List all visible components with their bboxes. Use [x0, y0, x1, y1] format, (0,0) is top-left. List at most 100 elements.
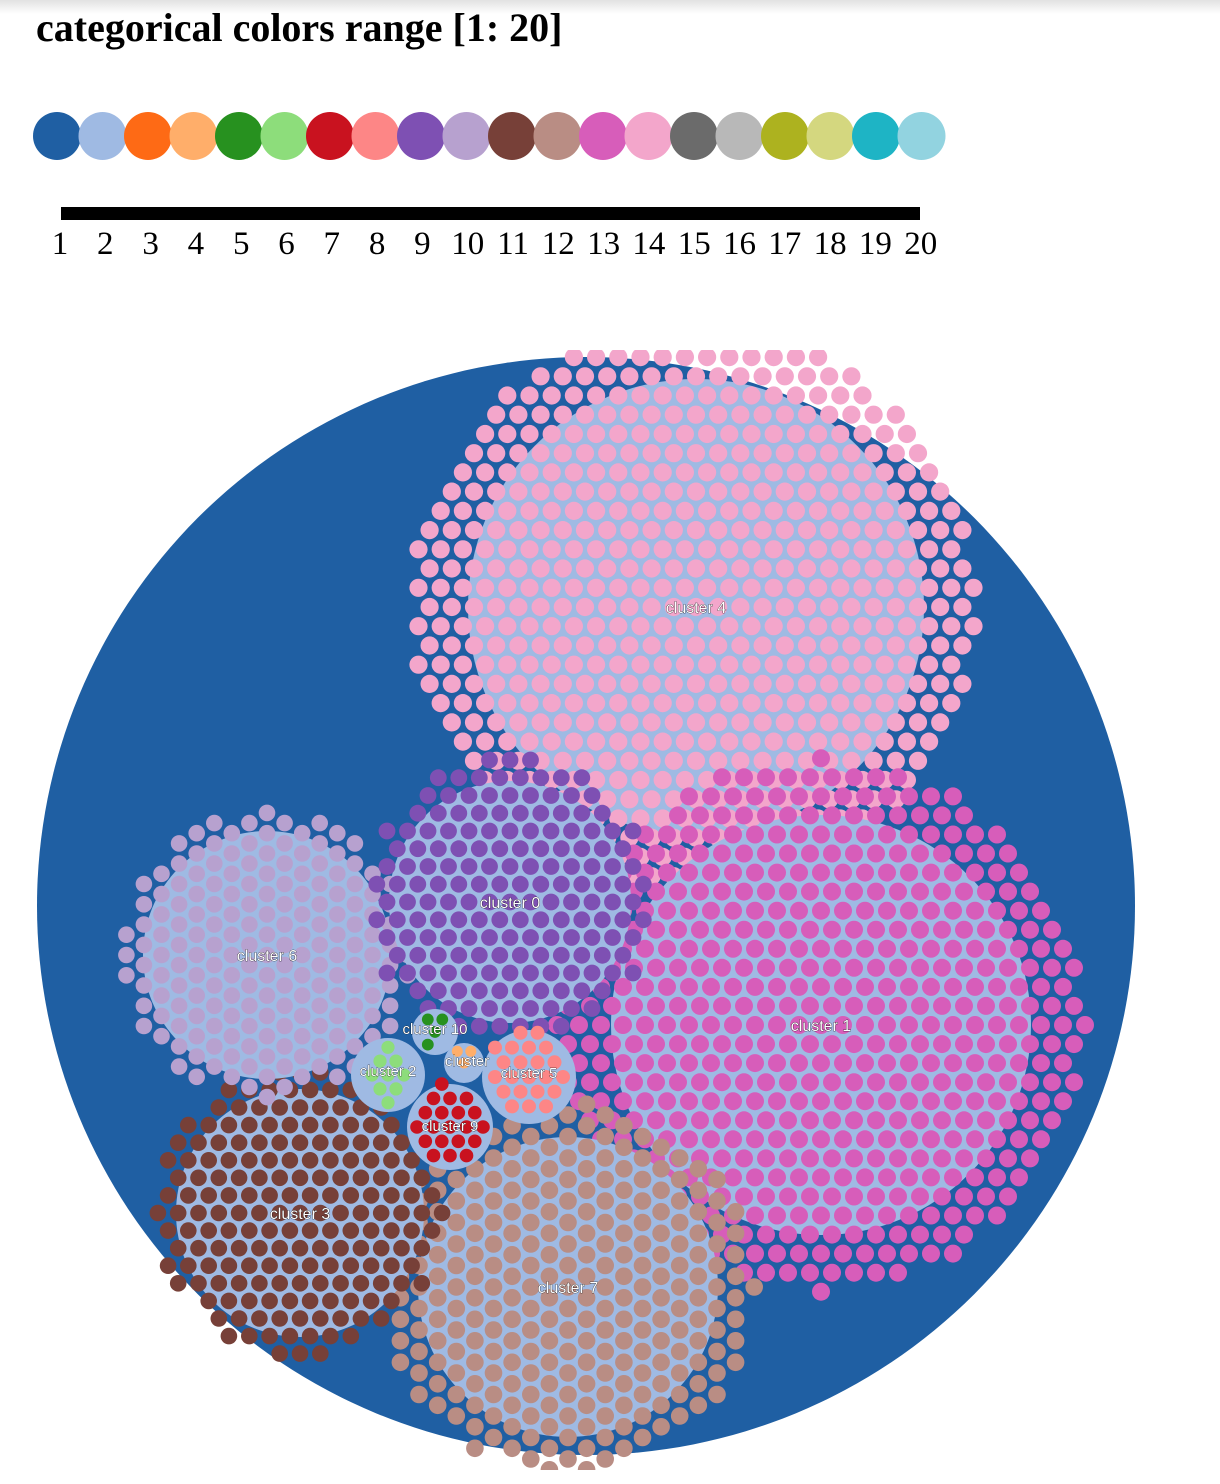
node-dot — [779, 768, 797, 787]
node-dot — [801, 1225, 819, 1244]
scale-tick-label: 3 — [142, 226, 159, 262]
node-dot — [889, 768, 907, 787]
node-dot — [842, 713, 861, 732]
node-dot — [575, 559, 595, 578]
node-dot — [809, 386, 828, 405]
node-dot — [790, 1130, 808, 1149]
node-dot — [670, 1299, 689, 1318]
node-dot — [206, 956, 223, 974]
node-dot — [786, 540, 806, 559]
node-dot — [922, 1054, 940, 1073]
node-dot — [675, 540, 695, 559]
node-dot — [532, 875, 550, 893]
node-dot — [153, 906, 170, 923]
node-dot — [664, 751, 683, 770]
node-dot — [831, 540, 850, 559]
node-dot — [488, 1070, 502, 1084]
node-dot — [726, 1353, 745, 1372]
scale-tick-label: 4 — [188, 226, 205, 262]
node-dot — [291, 1345, 309, 1362]
node-dot — [466, 1396, 484, 1415]
color-swatch-10 — [442, 112, 491, 160]
node-dot — [206, 1017, 223, 1035]
node-dot — [435, 1077, 449, 1091]
node-dot — [911, 1187, 929, 1206]
node-dot — [624, 858, 642, 875]
node-dot — [301, 1327, 319, 1345]
node-dot — [271, 1204, 288, 1222]
node-dot — [908, 559, 928, 578]
node-dot — [581, 1035, 599, 1054]
node-dot — [453, 501, 472, 520]
node-dot — [170, 1038, 188, 1055]
node-dot — [856, 977, 874, 996]
scale-tick-label: 13 — [587, 226, 620, 262]
node-dot — [680, 825, 698, 844]
node-dot — [170, 896, 188, 913]
node-dot — [922, 1092, 940, 1111]
node-dot — [933, 1035, 951, 1054]
node-dot — [573, 982, 591, 1000]
cluster-label: cluster — [445, 1053, 489, 1070]
node-dot — [364, 946, 381, 964]
node-dot — [731, 367, 750, 386]
node-dot — [856, 863, 874, 882]
node-dot — [670, 1149, 689, 1167]
node-dot — [583, 787, 601, 804]
node-dot — [532, 946, 550, 964]
node-dot — [431, 578, 450, 597]
node-dot — [564, 386, 584, 405]
node-dot — [583, 1000, 601, 1017]
node-dot — [698, 386, 717, 405]
node-dot — [450, 982, 468, 1000]
node-dot — [713, 958, 731, 977]
node-dot — [531, 405, 550, 424]
node-dot — [698, 694, 717, 713]
node-dot — [413, 1239, 431, 1257]
node-dot — [702, 825, 720, 844]
scale-tick-label: 10 — [451, 226, 484, 262]
node-dot — [955, 1073, 973, 1092]
node-dot — [453, 655, 472, 674]
node-dot — [388, 840, 406, 858]
node-dot — [540, 1396, 559, 1415]
node-dot — [583, 893, 601, 911]
node-dot — [470, 875, 488, 893]
node-dot — [596, 1321, 614, 1339]
node-dot — [159, 1152, 177, 1169]
node-dot — [206, 855, 223, 872]
node-dot — [531, 482, 550, 501]
node-dot — [587, 463, 606, 482]
node-dot — [598, 751, 617, 770]
node-dot — [977, 996, 995, 1015]
node-dot — [409, 804, 427, 822]
node-dot — [658, 901, 676, 920]
node-dot — [428, 1310, 447, 1329]
node-dot — [669, 844, 687, 863]
node-dot — [383, 1187, 400, 1204]
node-dot — [481, 929, 498, 946]
node-dot — [522, 1099, 536, 1114]
node-dot — [713, 1111, 731, 1130]
node-dot — [653, 424, 672, 444]
node-dot — [542, 463, 561, 482]
node-dot — [509, 597, 528, 617]
node-dot — [362, 1187, 380, 1204]
node-dot — [301, 1187, 319, 1204]
node-dot — [614, 911, 632, 929]
node-dot — [801, 996, 819, 1015]
node-dot — [372, 1310, 390, 1327]
node-dot — [731, 636, 750, 655]
node-dot — [1021, 1111, 1039, 1130]
node-dot — [908, 751, 928, 770]
node-dot — [642, 367, 661, 386]
node-dot — [220, 1081, 238, 1099]
node-dot — [329, 906, 346, 923]
node-dot — [553, 674, 572, 693]
node-dot — [797, 674, 817, 693]
node-dot — [933, 844, 951, 863]
color-swatch-1 — [33, 112, 81, 160]
node-dot — [364, 926, 381, 943]
node-dot — [440, 787, 457, 804]
node-dot — [153, 1027, 170, 1045]
